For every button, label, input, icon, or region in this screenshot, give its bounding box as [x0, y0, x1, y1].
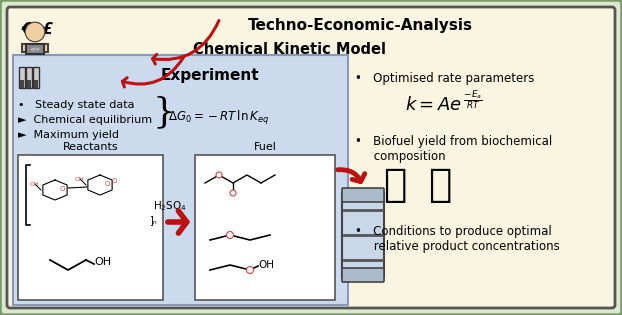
Text: 🌽: 🌽	[429, 166, 452, 204]
Text: •   Biofuel yield from biochemical
     composition: • Biofuel yield from biochemical composi…	[355, 135, 552, 163]
Text: Chemical Kinetic Model: Chemical Kinetic Model	[193, 42, 386, 57]
FancyBboxPatch shape	[27, 67, 32, 89]
FancyBboxPatch shape	[18, 155, 163, 300]
FancyBboxPatch shape	[34, 80, 39, 88]
Text: Experiment: Experiment	[160, 68, 259, 83]
Text: Fuel: Fuel	[254, 142, 276, 152]
FancyBboxPatch shape	[34, 67, 40, 89]
Text: OH: OH	[75, 177, 85, 182]
Circle shape	[216, 172, 222, 178]
Text: $\mathregular{H_2SO_4}$: $\mathregular{H_2SO_4}$	[153, 199, 187, 213]
Polygon shape	[22, 44, 48, 52]
Text: •   Optimised rate parameters: • Optimised rate parameters	[355, 72, 534, 85]
FancyBboxPatch shape	[342, 191, 384, 279]
Text: OH: OH	[30, 182, 40, 187]
FancyBboxPatch shape	[19, 67, 26, 89]
Text: </>: </>	[29, 47, 40, 51]
FancyBboxPatch shape	[27, 80, 32, 88]
Text: ]ₙ: ]ₙ	[149, 215, 157, 225]
Text: ►  Maximum yield: ► Maximum yield	[18, 130, 119, 140]
FancyBboxPatch shape	[195, 155, 335, 300]
Text: €$£: €$£	[22, 22, 54, 37]
Circle shape	[246, 266, 254, 273]
FancyBboxPatch shape	[342, 188, 384, 202]
Text: $k = Ae^{\,\frac{-E_a}{RT}}$: $k = Ae^{\,\frac{-E_a}{RT}}$	[405, 90, 483, 116]
Text: OH: OH	[94, 257, 111, 267]
Circle shape	[230, 190, 236, 196]
Text: •   Steady state data: • Steady state data	[18, 100, 134, 110]
FancyBboxPatch shape	[21, 80, 24, 88]
Text: •   Conditions to produce optimal
     relative product concentrations: • Conditions to produce optimal relative…	[355, 225, 560, 253]
Text: 🌾: 🌾	[383, 166, 407, 204]
Text: O: O	[59, 186, 65, 192]
FancyBboxPatch shape	[7, 7, 615, 308]
Text: O: O	[111, 178, 117, 184]
Circle shape	[226, 232, 233, 238]
Text: OH: OH	[258, 260, 274, 270]
Text: ►  Chemical equilibrium: ► Chemical equilibrium	[18, 115, 152, 125]
FancyBboxPatch shape	[13, 55, 348, 305]
Text: O: O	[104, 181, 109, 187]
FancyBboxPatch shape	[342, 268, 384, 282]
Circle shape	[27, 24, 44, 41]
Text: Techno-Economic-Analysis: Techno-Economic-Analysis	[248, 18, 473, 33]
Text: $\Delta G_0 = -RT\,\ln K_{eq}$: $\Delta G_0 = -RT\,\ln K_{eq}$	[168, 109, 269, 127]
Text: Reactants: Reactants	[63, 142, 118, 152]
Text: }: }	[152, 95, 175, 129]
FancyBboxPatch shape	[26, 44, 44, 54]
